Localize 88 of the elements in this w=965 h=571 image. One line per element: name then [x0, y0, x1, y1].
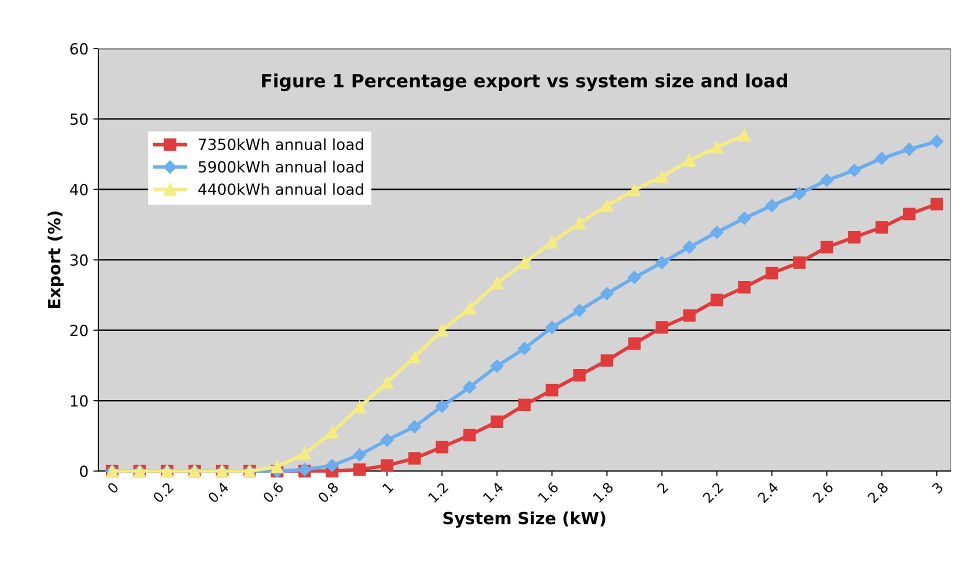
- x-tick-label: 3: [931, 482, 944, 494]
- point: [408, 420, 422, 434]
- y-tick-label: 50: [70, 113, 88, 125]
- point: [766, 266, 778, 280]
- point: [738, 128, 751, 142]
- point: [930, 134, 944, 148]
- point: [848, 231, 861, 244]
- point: [765, 198, 778, 212]
- point: [380, 459, 394, 472]
- x-axis-title: System Size (kW): [443, 511, 606, 528]
- x-tick-label: 2.6: [812, 482, 834, 504]
- point: [490, 416, 504, 428]
- point: [848, 164, 861, 177]
- x-tick-label: 2: [656, 482, 668, 494]
- point: [353, 463, 366, 476]
- y-tick-label: 60: [70, 43, 88, 55]
- point: [463, 302, 476, 315]
- x-tick-label: 1.4: [482, 482, 504, 503]
- point: [628, 337, 641, 350]
- y-tick-label: 10: [70, 395, 88, 407]
- x-tick-label: 2.2: [702, 482, 724, 504]
- x-tick-label: 0.8: [317, 482, 339, 504]
- point: [436, 324, 448, 336]
- point: [655, 256, 668, 270]
- x-tick-label: 2.8: [867, 482, 889, 504]
- point: [573, 216, 586, 230]
- point: [546, 236, 558, 248]
- point: [738, 212, 751, 225]
- point: [930, 198, 944, 210]
- x-tick-label: 1: [382, 482, 394, 494]
- x-tick-label: 0.2: [152, 482, 174, 504]
- y-tick-label: 0: [80, 466, 88, 478]
- point: [518, 256, 531, 269]
- point: [270, 460, 284, 474]
- x-tick-label: 1.6: [538, 482, 559, 503]
- point: [436, 440, 448, 454]
- legend-label: 4400kWh annual load: [198, 183, 364, 196]
- point: [518, 398, 531, 412]
- point: [600, 287, 614, 300]
- point: [545, 320, 559, 334]
- point: [902, 142, 916, 156]
- point: [710, 140, 724, 154]
- point: [380, 434, 394, 447]
- y-tick-label: 40: [70, 184, 88, 196]
- text: Figure 1 Percentage export vs system size and load: [262, 74, 787, 92]
- x-tick-label: 2.4: [757, 482, 779, 504]
- legend-label: 7350kWh annual load: [198, 138, 364, 150]
- point: [463, 428, 476, 442]
- legend-label: 5900kWh annual load: [198, 160, 364, 173]
- point: [326, 426, 338, 439]
- point: [518, 342, 532, 356]
- point: [628, 270, 642, 284]
- x-tick-label: 1.2: [428, 482, 448, 503]
- x-tick-label: 0.6: [262, 482, 284, 504]
- point: [903, 208, 916, 220]
- point: [600, 354, 614, 367]
- x-tick-label: 0.4: [207, 482, 230, 504]
- y-axis-title: Export (%): [48, 212, 64, 308]
- point: [572, 304, 586, 318]
- point: [683, 309, 696, 322]
- point: [876, 221, 888, 234]
- point: [462, 380, 476, 394]
- point: [435, 400, 449, 413]
- point: [683, 154, 696, 167]
- point: [710, 294, 724, 306]
- point: [820, 174, 834, 187]
- point: [298, 447, 311, 460]
- point: [793, 256, 806, 269]
- point: [600, 199, 614, 212]
- point: [352, 448, 366, 462]
- point: [546, 384, 558, 396]
- y-tick-label: 20: [70, 324, 88, 336]
- point: [408, 452, 421, 465]
- point: [656, 170, 668, 183]
- point: [628, 184, 641, 196]
- x-tick-label: 0: [106, 482, 120, 494]
- point: [682, 240, 696, 254]
- x-tick-label: 1.8: [592, 482, 614, 503]
- point: [820, 240, 834, 254]
- point: [656, 321, 668, 334]
- point: [325, 458, 339, 472]
- y-tick-label: 30: [70, 254, 88, 266]
- point: [573, 369, 586, 382]
- point: [710, 226, 724, 239]
- point: [792, 187, 806, 200]
- point: [490, 360, 504, 373]
- point: [738, 281, 751, 294]
- point: [875, 152, 888, 165]
